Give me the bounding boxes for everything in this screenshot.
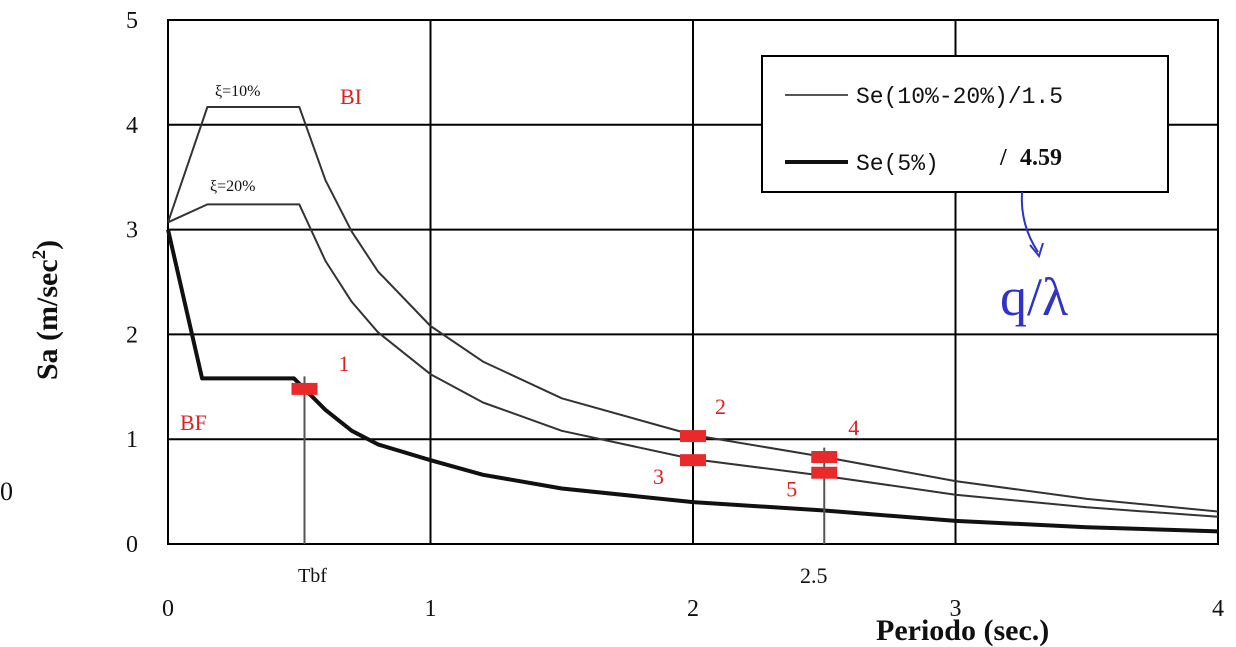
y-axis-title-superscript: 2 <box>29 250 50 260</box>
series-line-0 <box>167 106 1219 513</box>
y-axis-title: Sa (m/sec2) <box>29 240 64 380</box>
plot-frame <box>167 19 1219 545</box>
legend-thick-label: Se(5%) <box>856 151 939 177</box>
x-axis-title: Periodo (sec.) <box>876 614 1049 647</box>
y-axis-title-close: ) <box>31 240 64 250</box>
q-lambda-text: q/λ <box>1000 267 1068 327</box>
label-xi-20: ξ=20% <box>210 178 255 195</box>
marker-label-1: 1 <box>339 351 350 376</box>
y-tick-label-0: 0 <box>126 532 138 558</box>
marker-label-4: 4 <box>848 415 859 440</box>
marker-4 <box>811 451 838 464</box>
y-tick-label-1: 1 <box>126 427 138 453</box>
marker-label-2: 2 <box>715 394 726 419</box>
x-tick-label-2: 2 <box>687 596 699 622</box>
vertical-guides <box>303 376 826 544</box>
x-tick-label-0: 0 <box>162 596 174 622</box>
marker-label-3: 3 <box>653 464 664 489</box>
y-tick-labels: 0 1 2 3 4 5 <box>126 8 138 558</box>
legend-thick-slash: / <box>999 145 1007 171</box>
label-bf: BF <box>180 410 207 435</box>
label-bi: BI <box>340 84 362 109</box>
y-tick-label-4: 4 <box>126 113 138 139</box>
marker-2 <box>680 430 706 443</box>
x-tick-label-1: 1 <box>425 596 437 622</box>
y-axis-title-main: Sa (m/sec <box>31 259 64 380</box>
red-markers: 1 2 3 4 5 <box>291 351 859 502</box>
blue-arrowhead-icon <box>1029 242 1044 259</box>
y-tick-label-2: 2 <box>126 322 138 348</box>
left-edge-fragment: 0 <box>0 477 13 506</box>
legend-box <box>761 55 1169 193</box>
q-lambda-annotation: q/λ <box>1000 191 1068 327</box>
x-label-tbf: Tbf <box>298 565 327 587</box>
x-tick-labels: 0 1 2 3 4 <box>162 596 1224 622</box>
legend: Se(10%-20%)/1.5 Se(5%) / 4.59 <box>761 55 1169 193</box>
marker-3 <box>680 454 706 467</box>
legend-thin-label: Se(10%-20%)/1.5 <box>856 84 1063 110</box>
legend-thick-value: 4.59 <box>1020 145 1062 171</box>
x-tick-label-3: 3 <box>950 596 962 622</box>
marker-label-5: 5 <box>786 477 797 502</box>
x-tick-label-4: 4 <box>1212 596 1224 622</box>
y-tick-label-3: 3 <box>126 218 138 244</box>
marker-1 <box>291 382 318 395</box>
blue-arrow-icon <box>1020 191 1039 253</box>
y-tick-label-5: 5 <box>126 8 138 34</box>
x-label-2-5: 2.5 <box>800 563 828 588</box>
series-line-1 <box>167 203 1219 518</box>
label-xi-10: ξ=10% <box>215 83 260 100</box>
marker-5 <box>811 466 838 479</box>
